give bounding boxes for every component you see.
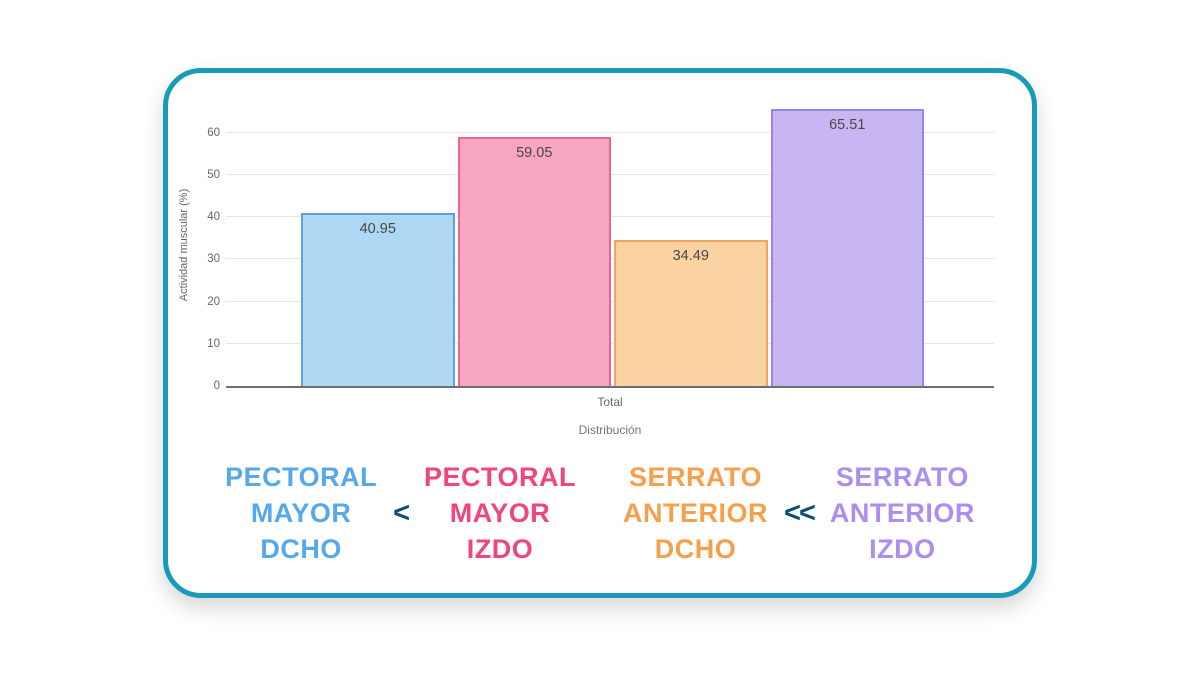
x-axis-title: Distribución <box>578 423 642 437</box>
y-tick-label: 60 <box>207 126 220 139</box>
y-tick-label: 30 <box>207 253 220 266</box>
y-tick-label: 20 <box>207 295 220 308</box>
gridline <box>226 131 994 133</box>
y-tick-label: 40 <box>207 211 220 224</box>
bar-serrato-anterior-dcho: 34.49 <box>614 240 768 386</box>
label-line: MAYOR <box>449 498 551 528</box>
y-tick-label: 50 <box>207 168 220 181</box>
bar-value-label: 40.95 <box>359 221 396 238</box>
comparison-operator: << <box>784 496 816 529</box>
bar-value-label: 59.05 <box>516 144 553 161</box>
x-tick-label: Total <box>597 395 623 409</box>
bar-value-label: 65.51 <box>829 117 866 134</box>
label-line: MAYOR <box>250 498 352 528</box>
label-pectoral-mayor-dcho: PECTORAL MAYOR DCHO <box>225 459 377 567</box>
label-line: ANTERIOR <box>623 498 769 528</box>
bar-pectoral-mayor-dcho: 40.95 <box>301 213 455 386</box>
plot-area: 40.95 59.05 34.49 65.51 0 10 20 30 40 50 60 <box>207 103 994 392</box>
label-line: PECTORAL <box>424 462 577 492</box>
label-line: SERRATO <box>629 462 763 492</box>
label-line: PECTORAL <box>225 462 378 492</box>
label-line: ANTERIOR <box>829 498 975 528</box>
label-line: IZDO <box>869 534 936 564</box>
y-tick-label: 10 <box>207 337 220 350</box>
label-line: IZDO <box>466 534 534 564</box>
y-axis-title: Actividad muscular (%) <box>178 188 190 302</box>
chart-card: Actividad muscular (%) 40.95 59.05 34.49… <box>163 68 1037 598</box>
bar-group: 40.95 59.05 34.49 65.51 <box>301 103 924 386</box>
label-line: DCHO <box>260 534 342 564</box>
label-pectoral-mayor-izdo: PECTORAL MAYOR IZDO <box>424 459 576 567</box>
y-tick-label: 0 <box>213 380 220 392</box>
label-line: DCHO <box>654 534 737 564</box>
bar-value-label: 34.49 <box>672 248 709 265</box>
bar-serrato-anterior-izdo: 65.51 <box>770 109 924 386</box>
comparison-row: PECTORAL MAYOR DCHO < PECTORAL MAYOR IZD… <box>168 459 1032 567</box>
bar-pectoral-mayor-izdo: 59.05 <box>457 136 611 386</box>
label-line: SERRATO <box>835 462 969 492</box>
comparison-operator: < <box>393 496 410 529</box>
label-serrato-anterior-dcho: SERRATO ANTERIOR DCHO <box>623 459 768 567</box>
label-serrato-anterior-izdo: SERRATO ANTERIOR IZDO <box>830 459 975 567</box>
